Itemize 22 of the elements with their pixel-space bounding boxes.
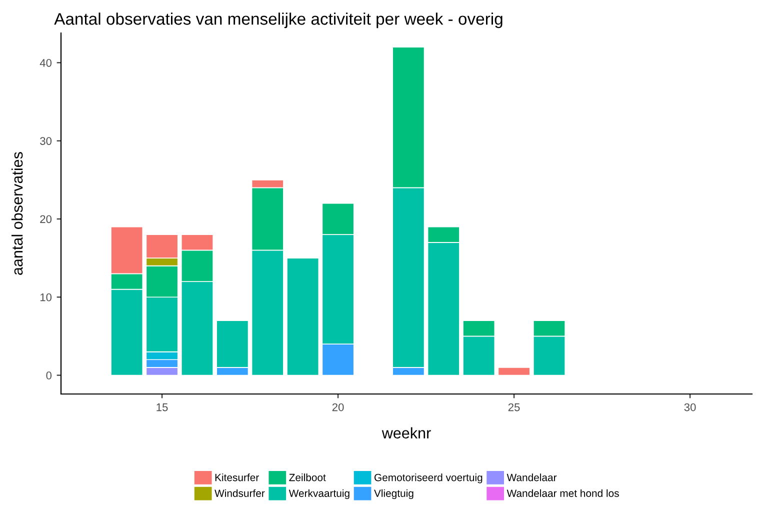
x-tick-label: 30 (684, 403, 696, 412)
bar (498, 367, 530, 376)
y-axis-title: aantal observaties (11, 152, 23, 275)
y-tick-label: 40 (40, 58, 52, 67)
y-tick-label: 10 (40, 293, 52, 302)
x-tick-label: 25 (508, 403, 520, 412)
x-tick-label: 15 (156, 403, 168, 412)
legend-label: Wandelaar met hond los (506, 489, 619, 497)
x-axis-title: weeknr (382, 427, 431, 438)
legend-label: Windsurfer (214, 489, 265, 497)
legend-label: Werkvaartuig (288, 489, 350, 500)
legend-label: Zeilboot (289, 474, 326, 482)
chart-title: Aantal observaties van menselijke activiteit per week - overig (54, 12, 502, 28)
x-tick-label: 20 (332, 403, 344, 412)
y-tick-label: 30 (40, 137, 52, 145)
bar (286, 258, 320, 376)
y-tick-label: 20 (40, 215, 52, 224)
legend-label: Kitesurfer (215, 474, 259, 482)
y-tick-label: 0 (46, 372, 52, 380)
legend-label: Gemotoriseerd voertuig (374, 474, 482, 484)
legend-label: Vliegtuig (374, 489, 414, 500)
legend-label: Wandelaar (506, 474, 557, 482)
